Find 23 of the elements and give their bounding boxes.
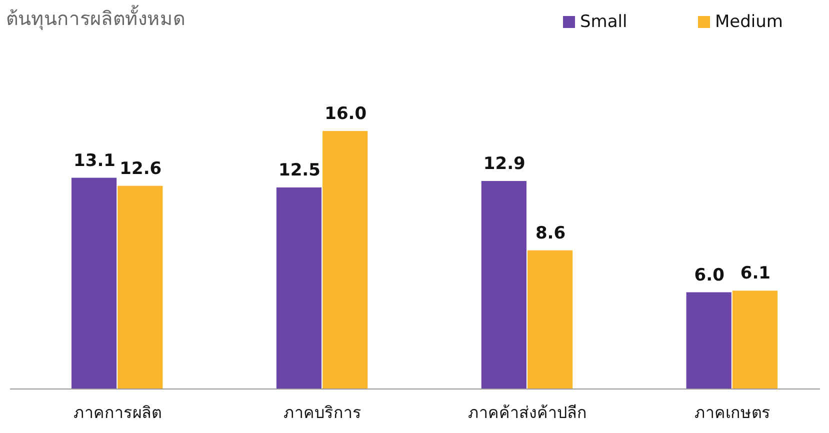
bar: [118, 186, 163, 389]
data-label: 12.9: [483, 154, 526, 174]
bar: [71, 178, 117, 389]
bar: [322, 131, 368, 389]
bar: [276, 187, 322, 389]
bar: [686, 292, 732, 389]
data-label: 12.5: [278, 160, 320, 180]
x-tick-label: ภาคเกษตร: [694, 403, 770, 422]
data-label: 6.0: [694, 265, 725, 286]
data-label: 12.6: [120, 158, 162, 179]
data-label: 13.1: [74, 150, 116, 171]
x-tick-label: ภาคค้าส่งค้าปลีก: [468, 403, 587, 422]
data-label: 8.6: [535, 223, 566, 244]
legend-label: Medium: [715, 12, 783, 32]
chart-title: ต้นทุนการผลิตทั้งหมด: [6, 5, 185, 31]
legend-label: Small: [580, 12, 628, 32]
x-tick-label: ภาคการผลิต: [74, 403, 162, 422]
bar: [527, 250, 573, 389]
data-label: 6.1: [740, 264, 771, 284]
data-label: 16.0: [324, 104, 367, 124]
x-tick-label: ภาคบริการ: [284, 403, 362, 422]
bar: [481, 180, 526, 389]
bar: [732, 290, 778, 389]
